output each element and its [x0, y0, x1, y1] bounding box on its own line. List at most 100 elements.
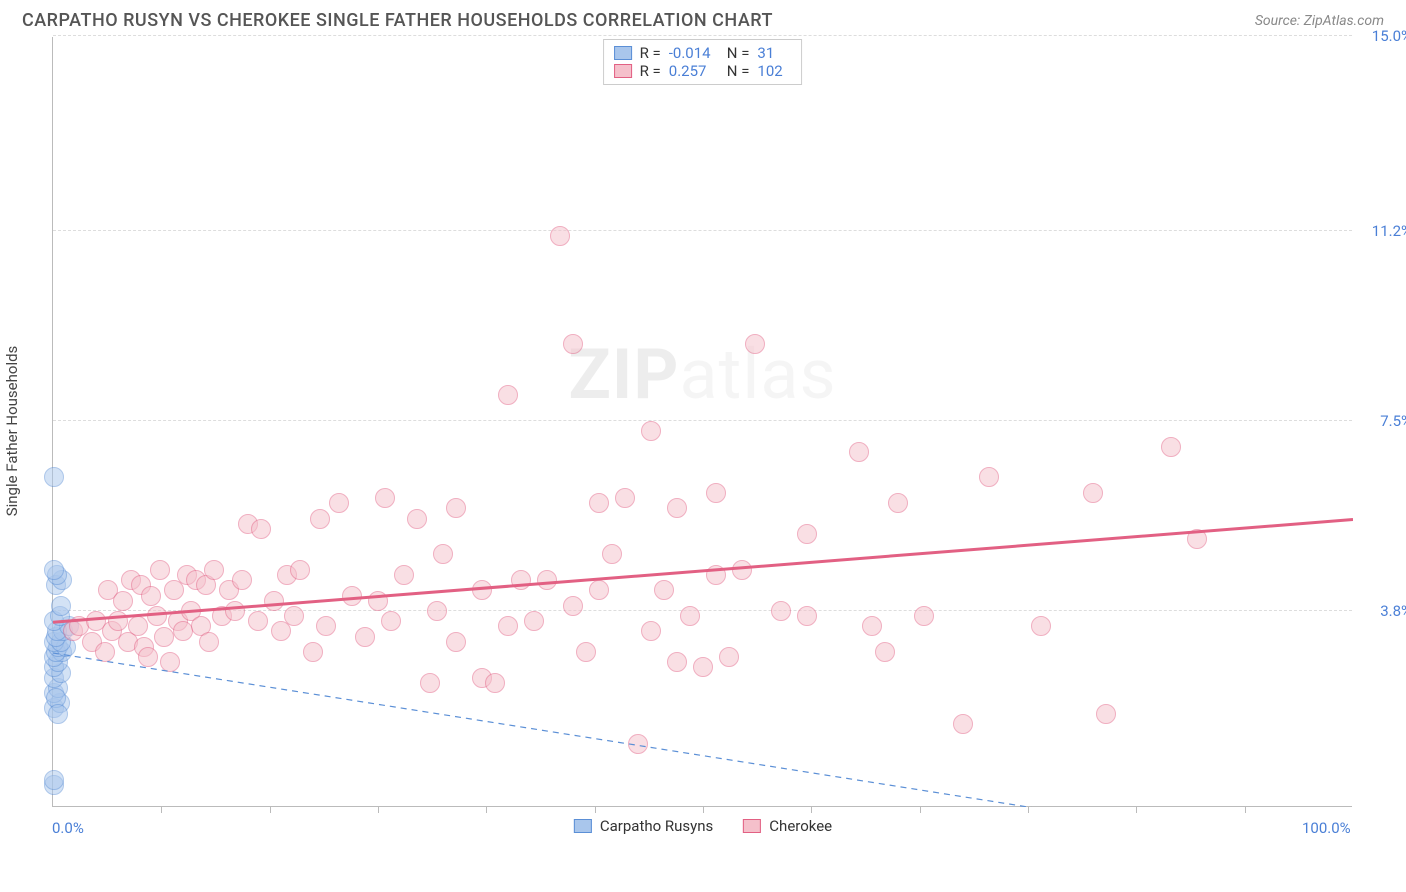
data-point-cherokee [1096, 704, 1116, 724]
data-point-cherokee [602, 544, 622, 564]
data-point-cherokee [248, 611, 268, 631]
y-tick-label: 3.8% [1357, 602, 1406, 620]
chart-area: Single Father Households ZIPatlas R =-0.… [20, 37, 1386, 807]
legend-series-label: Carpatho Rusyns [600, 817, 713, 835]
data-point-cherokee [615, 488, 635, 508]
legend-n-value: 31 [757, 44, 791, 62]
data-point-cherokee [849, 442, 869, 462]
x-tick [486, 806, 487, 813]
data-point-cherokee [680, 606, 700, 626]
data-point-carpatho [48, 704, 68, 724]
data-point-cherokee [862, 616, 882, 636]
data-point-cherokee [771, 601, 791, 621]
data-point-carpatho [51, 596, 71, 616]
data-point-cherokee [719, 647, 739, 667]
data-point-cherokee [204, 560, 224, 580]
data-point-cherokee [472, 580, 492, 600]
data-point-cherokee [797, 524, 817, 544]
x-tick [1245, 806, 1246, 813]
data-point-cherokee [953, 714, 973, 734]
data-point-cherokee [316, 616, 336, 636]
data-point-cherokee [706, 483, 726, 503]
data-point-cherokee [1187, 529, 1207, 549]
data-point-cherokee [420, 673, 440, 693]
series-legend-item-carpatho: Carpatho Rusyns [574, 815, 713, 837]
watermark: ZIPatlas [568, 334, 836, 416]
data-point-cherokee [563, 596, 583, 616]
gridline [53, 420, 1352, 421]
data-point-cherokee [225, 601, 245, 621]
legend-swatch [574, 819, 592, 833]
data-point-cherokee [310, 509, 330, 529]
data-point-cherokee [979, 467, 999, 487]
data-point-carpatho [44, 467, 64, 487]
x-axis-start-label: 0.0% [52, 819, 84, 837]
data-point-carpatho [44, 770, 64, 790]
series-legend: Carpatho Rusyns Cherokee [574, 815, 832, 837]
gridline [53, 610, 1352, 611]
x-tick [703, 806, 704, 813]
data-point-cherokee [563, 334, 583, 354]
y-tick-label: 7.5% [1357, 412, 1406, 430]
data-point-cherokee [150, 560, 170, 580]
data-point-cherokee [154, 627, 174, 647]
data-point-cherokee [108, 611, 128, 631]
data-point-carpatho [44, 560, 64, 580]
data-point-cherokee [141, 586, 161, 606]
data-point-cherokee [138, 647, 158, 667]
x-tick [270, 806, 271, 813]
legend-r-label: R = [640, 44, 661, 62]
data-point-cherokee [355, 627, 375, 647]
data-point-cherokee [199, 632, 219, 652]
data-point-cherokee [375, 488, 395, 508]
data-point-cherokee [524, 611, 544, 631]
series-legend-item-cherokee: Cherokee [743, 815, 832, 837]
trend-lines [53, 37, 1353, 807]
legend-stat-row-cherokee: R =0.257N =102 [614, 62, 792, 80]
x-axis-end-label: 100.0% [1302, 819, 1351, 837]
data-point-cherokee [641, 421, 661, 441]
legend-series-label: Cherokee [769, 817, 832, 835]
data-point-cherokee [329, 493, 349, 513]
data-point-cherokee [128, 616, 148, 636]
data-point-cherokee [667, 652, 687, 672]
data-point-cherokee [485, 673, 505, 693]
data-point-cherokee [160, 652, 180, 672]
x-tick [1028, 806, 1029, 813]
data-point-cherokee [589, 493, 609, 513]
data-point-cherokee [797, 606, 817, 626]
data-point-cherokee [284, 606, 304, 626]
legend-r-value: 0.257 [669, 62, 719, 80]
data-point-cherokee [1161, 437, 1181, 457]
data-point-cherokee [232, 570, 252, 590]
data-point-cherokee [641, 621, 661, 641]
data-point-cherokee [394, 565, 414, 585]
legend-n-label: N = [727, 62, 750, 80]
data-point-cherokee [342, 586, 362, 606]
data-point-cherokee [693, 657, 713, 677]
y-axis-label: Single Father Households [3, 346, 21, 517]
x-tick [161, 806, 162, 813]
data-point-cherokee [1083, 483, 1103, 503]
x-tick [378, 806, 379, 813]
data-point-cherokee [628, 734, 648, 754]
data-point-cherokee [875, 642, 895, 662]
legend-n-value: 102 [757, 62, 791, 80]
data-point-cherokee [303, 642, 323, 662]
data-point-cherokee [550, 226, 570, 246]
data-point-cherokee [264, 591, 284, 611]
data-point-cherokee [147, 606, 167, 626]
data-point-cherokee [498, 616, 518, 636]
chart-header: CARPATHO RUSYN VS CHEROKEE SINGLE FATHER… [0, 0, 1406, 37]
data-point-cherokee [667, 498, 687, 518]
data-point-cherokee [706, 565, 726, 585]
legend-r-value: -0.014 [669, 44, 719, 62]
legend-swatch [743, 819, 761, 833]
data-point-cherokee [95, 642, 115, 662]
data-point-cherokee [381, 611, 401, 631]
y-tick-label: 11.2% [1357, 222, 1406, 240]
data-point-cherokee [498, 385, 518, 405]
data-point-cherokee [732, 560, 752, 580]
data-point-cherokee [368, 591, 388, 611]
data-point-cherokee [654, 580, 674, 600]
